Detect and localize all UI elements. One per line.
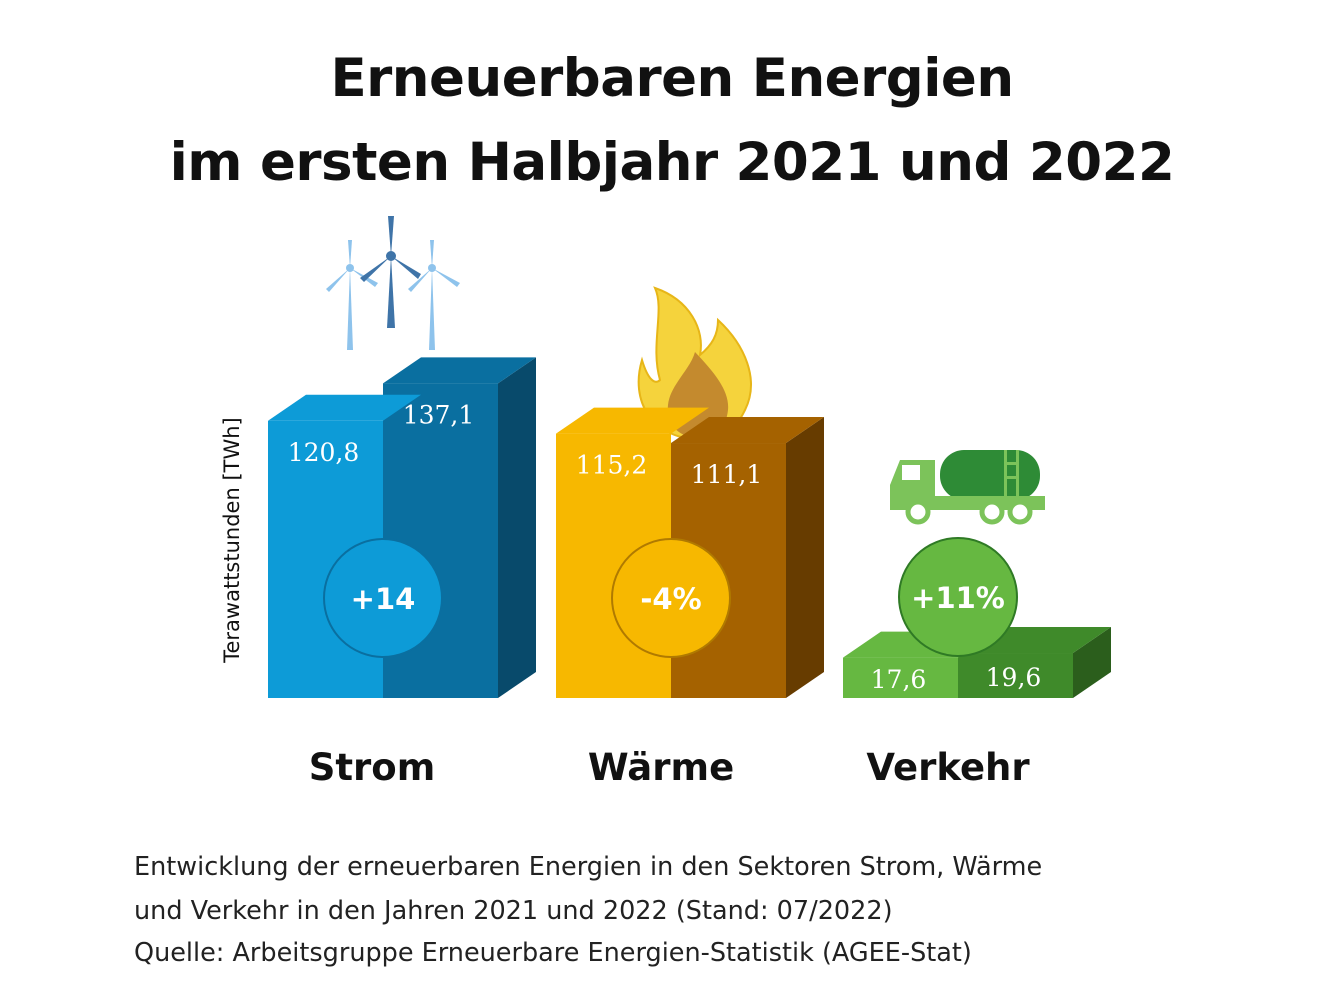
- bar-top-waerme-2022: [671, 417, 824, 444]
- change-circle-verkehr: [898, 537, 1018, 657]
- bar-verkehr-2022: [958, 653, 1073, 698]
- value-label-strom-2021: 120,8: [288, 438, 360, 467]
- change-label-waerme: -4%: [640, 582, 701, 616]
- footer-line2: und Verkehr in den Jahren 2021 und 2022 …: [134, 896, 893, 926]
- value-label-verkehr-2021: 17,6: [871, 665, 927, 694]
- category-label-verkehr: Verkehr: [866, 746, 1030, 789]
- bar-side-waerme: [786, 417, 824, 698]
- value-label-waerme-2021: 115,2: [576, 451, 648, 480]
- footer-line3: Quelle: Arbeitsgruppe Erneuerbare Energi…: [134, 938, 972, 968]
- change-circle-waerme: [611, 538, 731, 658]
- value-label-strom-2022: 137,1: [403, 400, 475, 429]
- value-label-verkehr-2022: 19,6: [986, 663, 1042, 692]
- change-circle-strom: [323, 538, 443, 658]
- chart-title-line2: im ersten Halbjahr 2021 und 2022: [169, 132, 1175, 193]
- category-label-waerme: Wärme: [587, 746, 735, 789]
- bar-top-strom-2022: [383, 357, 536, 384]
- bar-verkehr-2021: [843, 657, 958, 698]
- tanker-truck-icon: [890, 450, 1045, 525]
- category-label-strom: Strom: [308, 746, 436, 789]
- wind-turbines-icon: [326, 216, 460, 350]
- footer-line1: Entwicklung der erneuerbaren Energien in…: [134, 852, 1043, 882]
- bar-side-verkehr: [1073, 627, 1111, 698]
- value-label-waerme-2022: 111,1: [691, 460, 763, 489]
- bar-top-strom-2021: [268, 394, 421, 421]
- bar-side-strom: [498, 357, 536, 698]
- change-label-verkehr: +11%: [911, 581, 1005, 615]
- bar-top-waerme-2021: [556, 407, 709, 434]
- chart-title-line1: Erneuerbaren Energien: [330, 48, 1014, 109]
- change-label-strom: +14: [351, 582, 416, 616]
